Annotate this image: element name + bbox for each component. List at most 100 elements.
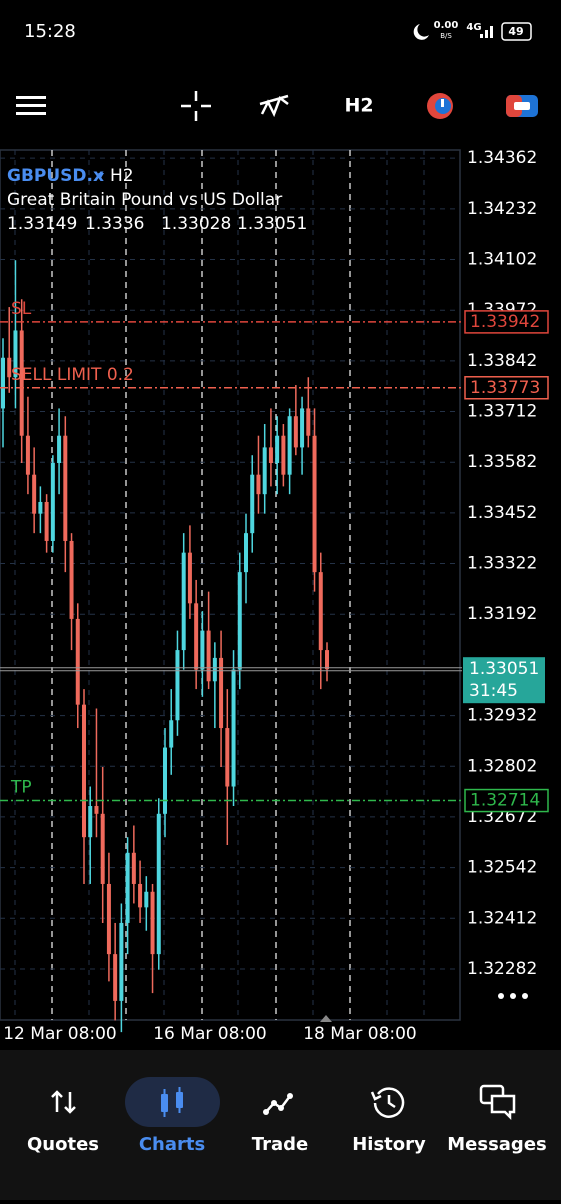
candle-body [138, 883, 143, 908]
candle-body [187, 552, 192, 604]
nav-tab[interactable]: History [352, 1134, 426, 1155]
symbol[interactable]: GBPUSD.x [7, 166, 104, 186]
candle-body [169, 720, 174, 748]
crosshair-button[interactable] [181, 91, 211, 121]
nav-tab[interactable]: Charts [139, 1134, 205, 1155]
candle-body [231, 669, 236, 787]
candle-body [250, 474, 255, 534]
candle-body [206, 630, 211, 682]
level-price-box [464, 310, 549, 334]
candle-body [75, 618, 80, 705]
y-tick-label: 1.33842 [467, 351, 537, 371]
candle-body [293, 416, 298, 448]
current-price: 1.33051 [469, 659, 539, 679]
candle-body [7, 357, 12, 378]
y-tick-label: 1.34232 [467, 199, 537, 219]
candle-body [200, 630, 205, 670]
y-tick-label: 1.34102 [467, 250, 537, 270]
candle-body [325, 650, 329, 670]
bar-countdown: 31:45 [469, 681, 518, 701]
candle-body [50, 462, 55, 541]
battery-icon [501, 22, 532, 41]
level-price: 1.33942 [470, 312, 540, 332]
net-speed-unit: B/S [440, 32, 452, 40]
candle-body [32, 474, 37, 514]
nav-tab[interactable]: Trade [252, 1134, 308, 1155]
candle-body [287, 416, 292, 475]
candle-body [57, 435, 62, 463]
candle-body [281, 435, 286, 475]
nav-tab[interactable]: Quotes [27, 1134, 99, 1155]
candle-body [94, 806, 99, 814]
candle-body [63, 435, 68, 541]
y-tick-label: 1.34362 [467, 148, 537, 168]
candle-body [100, 813, 105, 884]
ohlc-open: 1.33149 [7, 214, 77, 234]
nav-tab[interactable]: Messages [447, 1134, 547, 1155]
candle-body [150, 891, 155, 955]
trade-icon [265, 1095, 291, 1113]
signal-icon [480, 26, 493, 38]
current-price-box [463, 657, 545, 704]
candle-body [125, 852, 130, 923]
candle-body [69, 540, 74, 619]
chart-timeframe: H2 [110, 166, 134, 186]
menu-button[interactable] [16, 96, 46, 115]
candle-body [19, 330, 24, 436]
candle-body [163, 747, 167, 814]
candle-body [106, 883, 111, 955]
chart-frame [0, 149, 461, 1021]
candle-body [212, 657, 217, 682]
quotes-icon [51, 1090, 76, 1114]
candle-body [82, 704, 86, 838]
y-tick-label: 1.32802 [467, 756, 537, 776]
candle-body [13, 330, 18, 378]
candle-body [131, 852, 136, 884]
level-label: SL [11, 299, 32, 319]
y-tick-label: 1.32412 [467, 908, 537, 928]
y-tick-label: 1.32932 [467, 706, 537, 726]
candle-body [175, 650, 180, 721]
candle-body [181, 552, 186, 651]
candle-body [237, 572, 242, 670]
indicators-button[interactable] [259, 94, 289, 118]
symbol-description: Great Britain Pound vs US Dollar [7, 190, 282, 210]
y-tick-label: 1.33192 [467, 604, 537, 624]
level-price: 1.33773 [470, 378, 540, 398]
charts-icon [161, 1087, 183, 1117]
y-tick-label: 1.33452 [467, 503, 537, 523]
candle-body [156, 813, 161, 955]
trade-button[interactable] [506, 95, 538, 117]
more-button[interactable] [498, 993, 528, 999]
candle-body [119, 922, 124, 1001]
candle-body [88, 806, 93, 838]
candle-body [144, 891, 149, 908]
battery-level: 49 [508, 25, 523, 38]
symbol-dropdown[interactable] [98, 173, 104, 178]
level-label: TP [10, 778, 32, 798]
net-speed: 0.00 [434, 20, 459, 31]
candle-body [225, 728, 230, 787]
scroll-marker [320, 1015, 332, 1022]
objects-button[interactable] [427, 93, 453, 119]
timeframe-button[interactable]: H2 [344, 95, 373, 117]
candle-body [38, 501, 43, 514]
ohlc-low: 1.33028 [161, 214, 231, 234]
candle-body [194, 603, 199, 670]
y-tick-label: 1.33322 [467, 554, 537, 574]
messages-icon [479, 1084, 516, 1121]
candle-body [268, 447, 273, 463]
y-tick-label: 1.32542 [467, 858, 537, 878]
candle-body [262, 447, 267, 495]
candle-body [312, 435, 317, 573]
trade-icon-dots [263, 1093, 293, 1115]
dnd-icon [413, 24, 429, 40]
history-icon [370, 1087, 405, 1118]
candle-body [1, 357, 5, 409]
x-tick-label: 12 Mar 08:00 [3, 1024, 117, 1044]
period-separators [51, 150, 351, 1020]
candle-body [300, 408, 305, 448]
network-type: 4G [466, 22, 481, 33]
